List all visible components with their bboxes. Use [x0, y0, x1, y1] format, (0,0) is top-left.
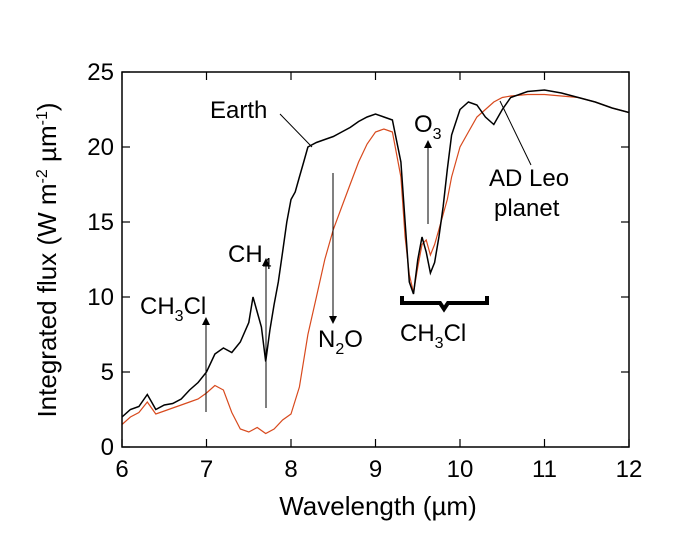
label-ad-leo-line1: AD Leo	[489, 165, 569, 192]
y-axis-title: Integrated flux (W m-2 µm-1)	[32, 102, 62, 417]
y-tick-label: 0	[101, 434, 114, 461]
x-tick-label: 11	[532, 456, 557, 483]
label-earth: Earth	[210, 97, 267, 124]
x-tick-label: 7	[200, 456, 213, 483]
y-tick-label: 10	[87, 284, 114, 311]
y-tick-label: 20	[87, 134, 114, 161]
label-ch3cl-right: CH3Cl	[400, 320, 466, 352]
label-ch3cl-left: CH3Cl	[140, 293, 206, 325]
x-tick-label: 6	[115, 456, 128, 483]
y-tick-label: 25	[87, 59, 114, 86]
x-tick-label: 10	[447, 456, 474, 483]
axis-ticks: 6 7 8 9 10 11 12 0 5 10 15 20 25	[87, 59, 642, 483]
x-tick-label: 9	[369, 456, 382, 483]
plot-frame	[121, 71, 630, 448]
label-ch4: CH4	[228, 241, 272, 273]
leader-ad-leo	[499, 100, 532, 166]
y-tick-label: 5	[101, 359, 114, 386]
x-tick-label: 12	[616, 456, 643, 483]
label-o3: O3	[414, 111, 442, 143]
leader-earth	[279, 113, 313, 148]
brace-ch3cl	[400, 296, 489, 313]
y-tick-label: 15	[87, 209, 114, 236]
x-tick-label: 8	[284, 456, 297, 483]
label-n2o: N2O	[318, 326, 363, 358]
x-axis-title: Wavelength (µm)	[279, 491, 477, 521]
label-ad-leo-line2: planet	[494, 195, 560, 222]
series-line-earth	[121, 89, 630, 418]
